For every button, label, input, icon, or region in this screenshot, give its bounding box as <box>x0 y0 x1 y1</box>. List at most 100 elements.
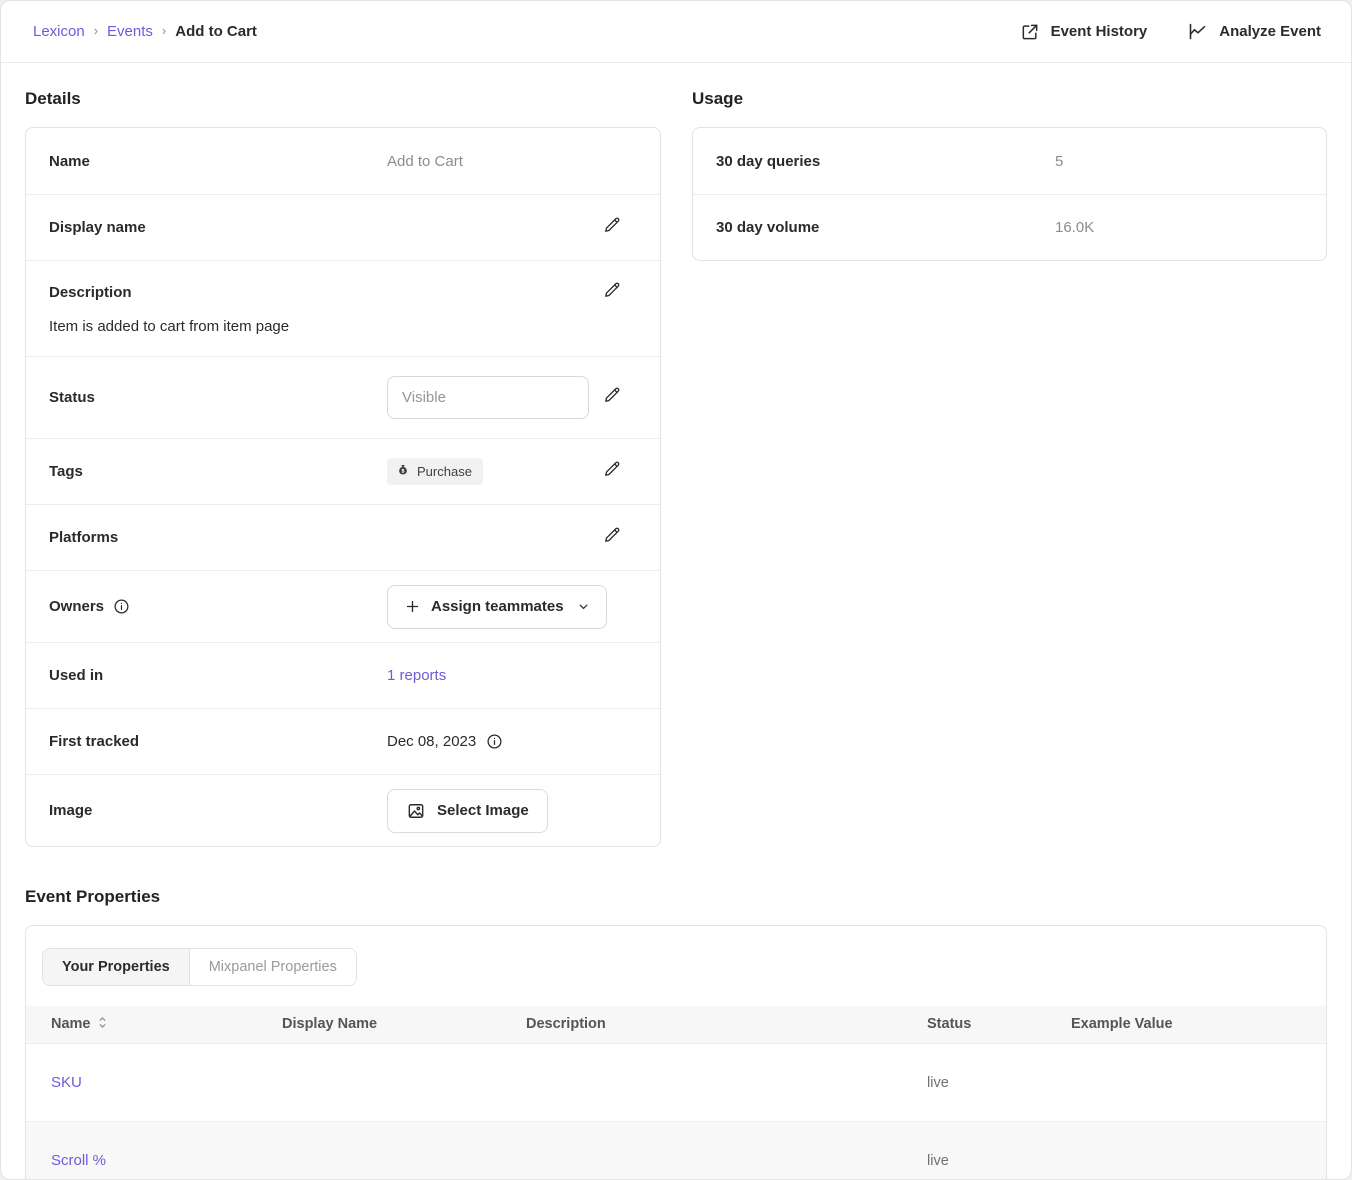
used-in-reports-link[interactable]: 1 reports <box>387 667 447 684</box>
property-display-name <box>272 1120 516 1179</box>
used-in-label: Used in <box>49 667 104 684</box>
properties-tabs: Your Properties Mixpanel Properties <box>42 948 357 986</box>
assign-teammates-label: Assign teammates <box>431 598 564 615</box>
description-value: Item is added to cart from item page <box>49 318 290 335</box>
queries-value: 5 <box>1055 152 1064 170</box>
description-label: Description <box>49 284 132 301</box>
first-tracked-value: Dec 08, 2023 <box>387 733 477 750</box>
properties-table-header: Name Display Name <box>26 1006 1326 1043</box>
table-row[interactable]: SKU live <box>26 1042 1326 1121</box>
property-link-scroll[interactable]: Scroll % <box>51 1151 107 1169</box>
details-card: Name Add to Cart Display name <box>25 127 661 847</box>
first-tracked-label: First tracked <box>49 733 140 750</box>
detail-row-first-tracked: First tracked Dec 08, 2023 <box>26 708 660 774</box>
property-example-value <box>1061 1120 1326 1179</box>
properties-table: Name Display Name <box>26 1006 1326 1179</box>
detail-row-display-name: Display name <box>26 194 660 260</box>
analyze-event-button[interactable]: Analyze Event <box>1187 21 1321 42</box>
select-image-button[interactable]: Select Image <box>387 788 548 833</box>
detail-row-status: Status <box>26 356 660 438</box>
assign-teammates-button[interactable]: Assign teammates <box>387 584 607 629</box>
pencil-icon <box>602 525 622 550</box>
table-row[interactable]: Scroll % live <box>26 1120 1326 1179</box>
select-image-label: Select Image <box>437 802 529 819</box>
owners-label: Owners <box>49 598 105 615</box>
property-example-value <box>1061 1042 1326 1121</box>
tag-label: Purchase <box>417 464 472 479</box>
event-properties-card: Your Properties Mixpanel Properties Name <box>25 925 1327 1179</box>
edit-status-button[interactable] <box>602 385 622 410</box>
image-icon <box>406 801 426 821</box>
detail-row-used-in: Used in 1 reports <box>26 642 660 708</box>
breadcrumb-separator-icon: › <box>93 23 99 38</box>
column-header-name[interactable]: Name <box>26 1006 272 1043</box>
platforms-label: Platforms <box>49 529 119 546</box>
sort-icon <box>97 1016 108 1033</box>
pencil-icon <box>602 280 622 305</box>
breadcrumb-lexicon[interactable]: Lexicon <box>33 23 85 40</box>
detail-row-platforms: Platforms <box>26 504 660 570</box>
detail-row-owners: Owners <box>26 570 660 642</box>
volume-label: 30 day volume <box>716 219 820 236</box>
display-name-label: Display name <box>49 219 146 236</box>
event-history-button[interactable]: Event History <box>1020 22 1148 42</box>
breadcrumb-separator-icon: › <box>161 23 167 38</box>
chevron-down-icon <box>577 600 590 613</box>
queries-label: 30 day queries <box>716 152 821 170</box>
tags-label: Tags <box>49 463 83 480</box>
analyze-event-label: Analyze Event <box>1219 23 1321 40</box>
edit-display-name-button[interactable] <box>602 215 622 240</box>
column-header-status[interactable]: Status <box>917 1006 1061 1043</box>
column-header-example-value[interactable]: Example Value <box>1061 1006 1326 1043</box>
edit-description-button[interactable] <box>602 280 622 305</box>
external-link-icon <box>1020 22 1040 42</box>
volume-value: 16.0K <box>1055 219 1095 236</box>
usage-card: 30 day queries 5 30 day volume 16.0K <box>692 127 1327 261</box>
pencil-icon <box>602 385 622 410</box>
usage-title: Usage <box>692 89 744 108</box>
property-display-name <box>272 1042 516 1121</box>
event-properties-title: Event Properties <box>25 887 161 906</box>
header-actions: Event History Analyze Event <box>1020 21 1321 42</box>
name-label: Name <box>49 152 90 170</box>
info-icon[interactable] <box>113 598 130 615</box>
status-input[interactable] <box>387 376 589 419</box>
property-description <box>516 1042 917 1121</box>
column-header-description[interactable]: Description <box>516 1006 917 1043</box>
details-title: Details <box>25 89 81 108</box>
top-bar: Lexicon › Events › Add to Cart Event His… <box>1 1 1351 63</box>
status-label: Status <box>49 389 95 406</box>
tab-your-properties[interactable]: Your Properties <box>43 949 190 985</box>
detail-row-name: Name Add to Cart <box>26 128 660 194</box>
money-bag-icon: $ <box>396 463 410 480</box>
name-value: Add to Cart <box>387 152 463 170</box>
breadcrumb-events[interactable]: Events <box>107 23 153 40</box>
page-content: Details Name Add to Cart Display name <box>1 63 1351 1179</box>
breadcrumb: Lexicon › Events › Add to Cart <box>33 23 257 40</box>
detail-row-tags: Tags $ Purchase <box>26 438 660 504</box>
column-header-display-name[interactable]: Display Name <box>272 1006 516 1043</box>
breadcrumb-current: Add to Cart <box>175 23 257 40</box>
info-icon[interactable] <box>486 733 503 750</box>
detail-row-description: Description Item is added to ca <box>26 260 660 356</box>
pencil-icon <box>602 459 622 484</box>
edit-platforms-button[interactable] <box>602 525 622 550</box>
tab-mixpanel-properties[interactable]: Mixpanel Properties <box>189 949 356 985</box>
image-label: Image <box>49 802 93 819</box>
property-status: live <box>927 1074 949 1091</box>
property-link-sku[interactable]: SKU <box>51 1073 82 1091</box>
edit-tags-button[interactable] <box>602 459 622 484</box>
pencil-icon <box>602 215 622 240</box>
usage-row-volume: 30 day volume 16.0K <box>693 194 1326 260</box>
event-history-label: Event History <box>1050 23 1148 40</box>
usage-row-queries: 30 day queries 5 <box>693 128 1326 194</box>
property-status: live <box>927 1152 949 1169</box>
svg-text:$: $ <box>401 469 405 475</box>
detail-row-image: Image Select Image <box>26 774 660 846</box>
line-chart-icon <box>1187 21 1208 42</box>
event-properties-section: Event Properties Your Properties Mixpane… <box>25 887 1327 1179</box>
property-description <box>516 1120 917 1179</box>
tag-chip-purchase[interactable]: $ Purchase <box>387 458 483 485</box>
plus-icon <box>404 598 421 615</box>
